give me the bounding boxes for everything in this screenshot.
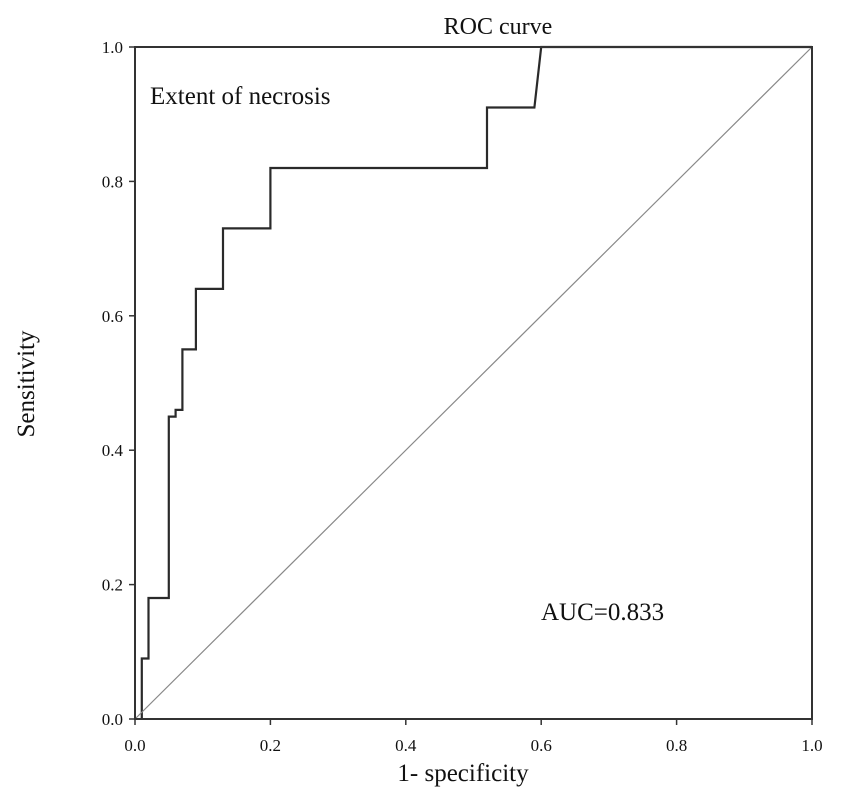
x-tick-label: 0.2 xyxy=(260,736,281,755)
y-axis-ticks: 0.0 0.2 0.4 0.6 0.8 1.0 xyxy=(102,38,135,729)
y-tick-label: 0.0 xyxy=(102,710,123,729)
y-axis-label: Sensitivity xyxy=(13,330,40,437)
y-tick-label: 0.4 xyxy=(102,441,124,460)
y-tick-label: 1.0 xyxy=(102,38,123,57)
y-tick-label: 0.6 xyxy=(102,307,123,326)
plot-annotation-label: Extent of necrosis xyxy=(150,83,331,110)
x-tick-label: 0.0 xyxy=(124,736,145,755)
auc-annotation: AUC=0.833 xyxy=(541,599,664,626)
plot-area xyxy=(134,45,813,720)
x-tick-label: 0.4 xyxy=(395,736,417,755)
x-tick-label: 0.6 xyxy=(531,736,552,755)
x-tick-label: 0.8 xyxy=(666,736,687,755)
chart-title: ROC curve xyxy=(444,14,553,40)
x-axis-ticks: 0.0 0.2 0.4 0.6 0.8 1.0 xyxy=(124,719,823,755)
plot-frame xyxy=(134,46,813,720)
roc-curve-line xyxy=(140,45,812,719)
y-tick-label: 0.2 xyxy=(102,576,123,595)
x-tick-label: 1.0 xyxy=(801,736,822,755)
diagonal-reference-line xyxy=(134,46,813,720)
x-axis-label: 1- specificity xyxy=(397,760,529,787)
y-tick-label: 0.8 xyxy=(102,172,123,191)
